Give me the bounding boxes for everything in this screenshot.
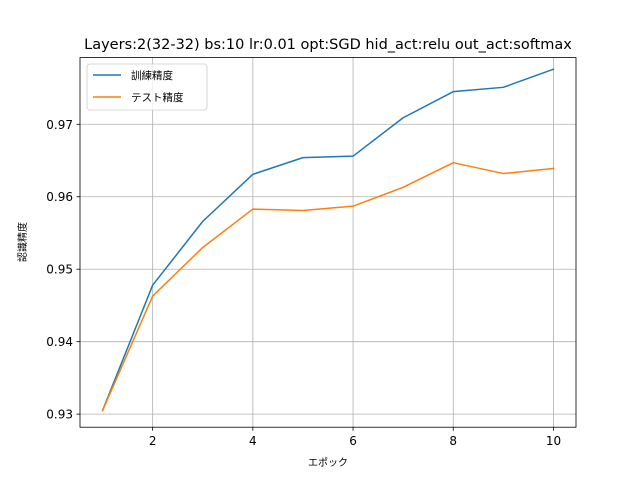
series-line-test [101, 161, 555, 412]
legend: 訓練精度 テスト精度 [86, 63, 208, 111]
y-tick-label: 0.95 [46, 263, 73, 277]
x-tick-label: 4 [249, 434, 257, 448]
x-axis-label: エポック [308, 457, 348, 469]
legend-label-train: 訓練精度 [131, 69, 173, 82]
legend-label-test: テスト精度 [131, 91, 184, 104]
axis-ticks: 2 4 6 8 10 0.93 0.94 0.95 0.96 0.97 [46, 118, 561, 448]
x-tick-label: 8 [449, 434, 457, 448]
x-tick-label: 10 [546, 434, 561, 448]
series-lines [101, 68, 555, 412]
x-tick-label: 6 [349, 434, 357, 448]
y-axis-label: 認識精度 [16, 222, 29, 262]
x-tick-label: 2 [149, 434, 157, 448]
plot-frame [79, 57, 577, 428]
y-tick-label: 0.96 [46, 190, 73, 204]
y-tick-label: 0.93 [46, 408, 73, 422]
series-line-train [101, 68, 555, 412]
grid-lines [80, 57, 576, 428]
y-tick-label: 0.94 [46, 335, 73, 349]
chart-title: Layers:2(32-32) bs:10 lr:0.01 opt:SGD hi… [84, 37, 572, 53]
y-tick-label: 0.97 [46, 118, 73, 132]
